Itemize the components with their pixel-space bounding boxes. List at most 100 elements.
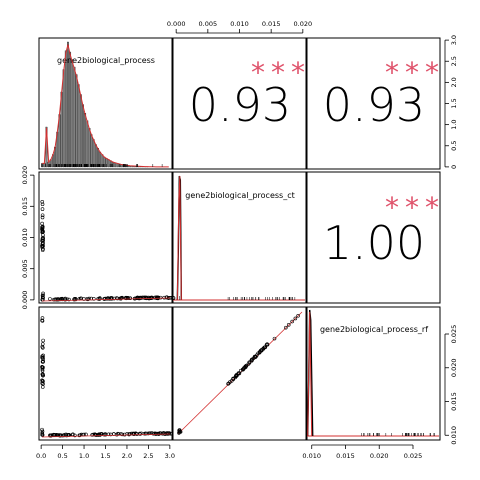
y-axis-right-bottom-tick-label: 0.020 <box>450 358 458 377</box>
histogram-bar <box>86 120 89 168</box>
y-axis-right-top-tick-label: 1.5 <box>450 98 458 108</box>
scatter-point-2-1 <box>118 296 123 300</box>
scatter-point-3-1 <box>120 432 125 437</box>
scatter-point-3-1 <box>169 431 174 436</box>
scatter-point-2-1 <box>164 295 169 300</box>
histogram-bar <box>75 74 78 168</box>
histogram-bar <box>79 94 82 168</box>
panel-frame-2-3 <box>306 171 441 304</box>
y-axis-right-top-tick-label: 2.5 <box>450 56 458 66</box>
histogram-bar <box>90 134 93 168</box>
scatter-point-3-1 <box>40 342 45 346</box>
y-axis-right-top-tick-label: 2.0 <box>450 77 458 87</box>
density-curve-1 <box>42 44 169 168</box>
corr-stars-1-3: *** <box>385 56 445 89</box>
scatter-point-2-1 <box>40 244 44 248</box>
scatter-point-3-1 <box>41 373 45 378</box>
scatter-point-3-1 <box>40 318 44 323</box>
scatter-point-2-1 <box>48 297 52 301</box>
scatter-point-2-1 <box>86 297 90 302</box>
scatter-point-3-1 <box>40 364 44 369</box>
scatter-point-2-1 <box>40 213 45 218</box>
scatter-point-3-1 <box>122 432 127 437</box>
scatter-point-3-1 <box>40 367 45 372</box>
scatter-point-3-1 <box>144 431 148 436</box>
scatter-point-3-1 <box>103 432 108 437</box>
scatter-point-2-1 <box>127 296 132 301</box>
scatter-point-3-2 <box>284 325 288 330</box>
chart-layer-front: 0.0 0.5 1.0 1.5 2.0 2.5 3.0 0.010 0.015 0.020 0.02… <box>21 20 458 460</box>
diag-label-1: gene2biological_process <box>57 56 155 65</box>
scatter-point-2-1 <box>41 236 45 241</box>
scatter-point-3-1 <box>41 360 45 364</box>
x-axis-bottom-left-tick-label: 0.5 <box>57 452 67 460</box>
panel-frame-2-1 <box>38 171 173 304</box>
scatter-point-3-2 <box>253 355 258 359</box>
scatter-point-2-1 <box>40 215 45 220</box>
scatter-point-3-2 <box>234 374 239 378</box>
scatter-point-2-1 <box>40 207 45 211</box>
scatter-point-3-1 <box>152 431 157 436</box>
scatter-point-2-1 <box>40 224 45 229</box>
scatter-point-3-2 <box>286 323 291 327</box>
scatter-point-2-1 <box>153 295 157 300</box>
scatter-point-2-1 <box>41 291 45 296</box>
scatter-point-3-2 <box>247 360 252 365</box>
y-axis-right-top-tick-label: 0 <box>450 165 458 169</box>
scatter-point-3-2 <box>229 379 234 383</box>
scatter-point-2-1 <box>41 295 45 300</box>
scatter-point-3-1 <box>146 431 151 436</box>
scatter-point-2-1 <box>148 295 153 300</box>
scatter-point-3-1 <box>114 432 119 437</box>
scatter-point-3-2 <box>177 428 182 433</box>
x-axis-top-middle-tick-label: 0.005 <box>199 20 218 28</box>
panel-frame-1-2 <box>172 37 307 170</box>
panel-frame-1-3 <box>306 37 441 170</box>
scatter-point-3-2 <box>241 367 246 371</box>
scatter-point-3-1 <box>52 432 57 437</box>
x-axis-bottom-left-tick-label: 0.0 <box>36 452 46 460</box>
histogram-bar <box>94 144 97 168</box>
corr-value-1-2: 0.93 <box>189 78 291 132</box>
scatter-point-2-1 <box>40 228 45 233</box>
scatter-point-2-1 <box>137 296 142 300</box>
scatter-point-3-2 <box>296 313 300 318</box>
scatter-point-2-1 <box>98 296 102 301</box>
density-curve-2 <box>176 175 182 301</box>
corr-stars-1-2: *** <box>251 56 311 89</box>
scatter-point-3-1 <box>77 433 82 438</box>
scatter-point-3-1 <box>165 431 170 435</box>
scatter-point-2-1 <box>124 296 128 301</box>
panel-frame-3-3 <box>306 306 441 441</box>
scatter-point-3-2 <box>226 381 231 386</box>
scatter-point-3-2 <box>293 316 298 321</box>
x-axis-bottom-left-tick-label: 1.0 <box>79 452 89 460</box>
scatter-point-2-1 <box>40 221 44 226</box>
scatter-point-3-2 <box>252 354 257 359</box>
smooth-line-3-1 <box>41 433 171 438</box>
y-axis-right-top-tick-label: 1.0 <box>450 119 458 129</box>
histogram-bar <box>73 66 76 168</box>
scatter-point-2-1 <box>63 297 67 302</box>
histogram-bar <box>69 51 72 168</box>
scatter-point-2-1 <box>41 247 45 251</box>
y-axis-right-top-tick-label: 3.0 <box>450 35 458 45</box>
scatter-point-3-2 <box>263 345 267 350</box>
scatter-point-3-2 <box>259 347 264 352</box>
scatter-point-3-2 <box>249 358 254 363</box>
scatter-point-2-1 <box>126 296 130 300</box>
scatter-point-2-1 <box>40 295 45 299</box>
scatter-point-3-1 <box>40 319 45 323</box>
x-axis-bottom-right-tick-label: 0.020 <box>370 452 389 460</box>
scatter-point-3-2 <box>244 364 248 368</box>
scatter-point-2-1 <box>73 297 78 302</box>
scatter-point-2-1 <box>158 295 163 300</box>
scatter-point-3-1 <box>127 432 132 436</box>
y-axis-left-middle-tick-label: 0.020 <box>21 166 29 185</box>
histogram-bar <box>62 69 65 168</box>
x-axis-bottom-right-tick-label: 0.010 <box>302 452 321 460</box>
scatter-point-3-1 <box>41 355 45 360</box>
histogram-bar <box>82 104 84 168</box>
scatter-point-2-1 <box>156 295 161 300</box>
